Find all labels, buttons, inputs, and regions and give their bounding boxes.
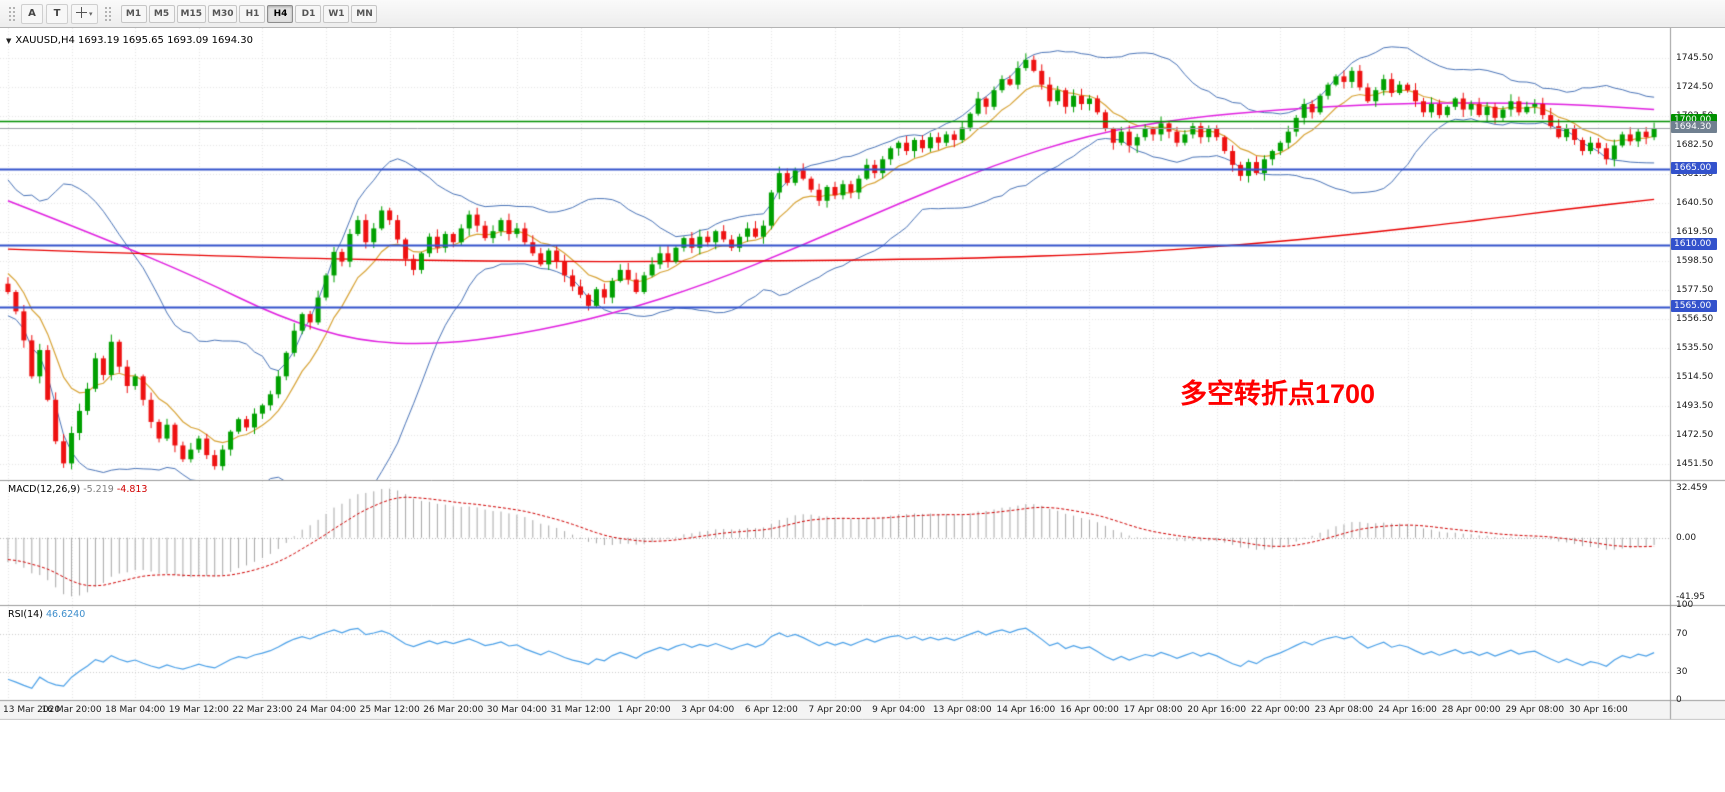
crosshair-icon [76, 6, 87, 21]
timeframe-button-h1[interactable]: H1 [239, 4, 266, 23]
timeframe-button-h4[interactable]: H4 [267, 4, 294, 23]
main-toolbar: A T ▾ M1 M5 M15 M30 H1 H4 D1 W1 MN [0, 0, 1725, 28]
timeframe-button-m5[interactable]: M5 [148, 4, 175, 23]
trendline-tool-button[interactable]: T [46, 3, 68, 24]
toolbar-grip[interactable] [8, 5, 15, 22]
text-label-tool-button[interactable]: A [21, 3, 43, 24]
timeframe-button-w1[interactable]: W1 [323, 4, 350, 23]
timeframe-button-mn[interactable]: MN [351, 4, 378, 23]
timeframe-button-m30[interactable]: M30 [208, 4, 238, 23]
timeframe-button-m15[interactable]: M15 [176, 4, 206, 23]
chart-window: ▼ XAUUSD,H4 1693.19 1695.65 1693.09 1694… [0, 28, 1725, 720]
toolbar-grip[interactable] [103, 5, 111, 22]
chevron-down-icon: ▾ [89, 9, 93, 18]
crosshair-tool-button[interactable]: ▾ [71, 3, 98, 24]
timeframe-button-m1[interactable]: M1 [120, 4, 147, 23]
timeframe-toolbar: M1 M5 M15 M30 H1 H4 D1 W1 MN [120, 4, 378, 23]
chart-canvas[interactable] [0, 28, 1725, 720]
timeframe-button-d1[interactable]: D1 [295, 4, 322, 23]
window-bottom-space [0, 720, 1725, 792]
